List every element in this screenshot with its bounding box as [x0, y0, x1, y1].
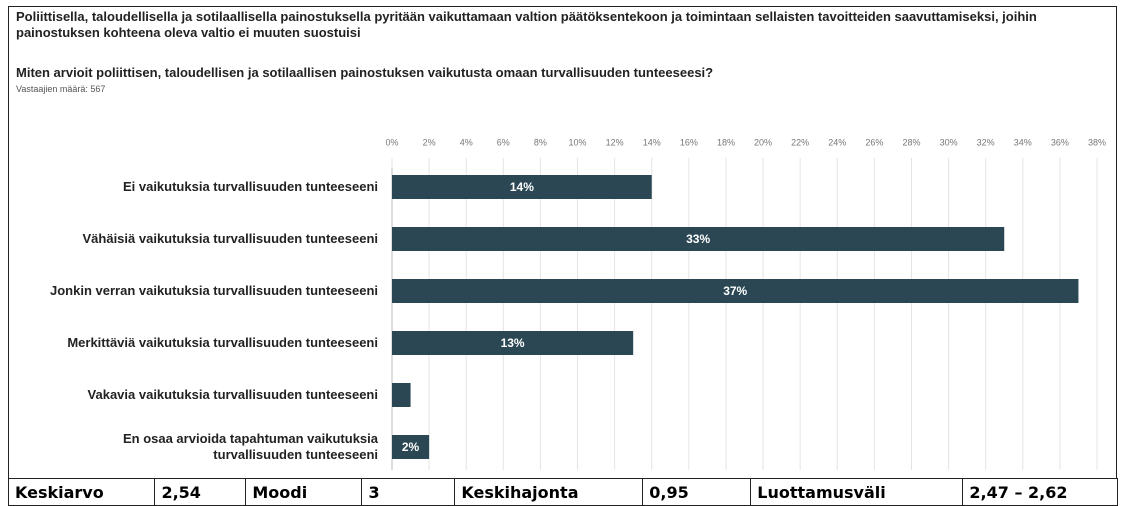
- category-label: Vakavia vaikutuksia turvallisuuden tunte…: [87, 387, 378, 402]
- x-tick-label: 4%: [460, 137, 473, 147]
- chart: 0% 2% 4% 6% 8% 10% 12% 14% 16% 18% 20% 22% 24% 26% 28%…: [385, 137, 1106, 470]
- bar: [392, 435, 430, 459]
- x-tick-label: 34%: [1014, 137, 1032, 147]
- x-tick-label: 24%: [828, 137, 846, 147]
- category-label: Ei vaikutuksia turvallisuuden tunteeseen…: [122, 179, 378, 194]
- respondent-count: Vastaajien määrä: 567: [16, 84, 106, 94]
- bar: [392, 331, 634, 355]
- x-tick-label: 8%: [534, 137, 547, 147]
- stats-row: Keskiarvo 2,54 Moodi 3 Keskihajonta 0,95 Luott…: [7, 478, 1118, 506]
- x-tick-label: 0%: [385, 137, 398, 147]
- x-tick-label: 20%: [754, 137, 772, 147]
- value-label: 33%: [686, 232, 710, 246]
- x-tick-label: 16%: [680, 137, 698, 147]
- category-label: En osaa arvioida tapahtuman vaikutuksia …: [122, 431, 378, 462]
- bar: [392, 227, 1005, 251]
- value-label: 2%: [402, 440, 420, 454]
- category-label: Merkittäviä vaikutuksia turvallisuuden t…: [67, 335, 378, 350]
- table-cell: 2,54: [154, 478, 247, 506]
- chart-frame: [8, 6, 1117, 478]
- table-cell: 2,47 – 2,62: [962, 478, 1118, 506]
- bar: [392, 279, 1079, 303]
- x-tick-label: 30%: [940, 137, 958, 147]
- table-cell: Keskiarvo: [7, 478, 156, 506]
- x-tick-label: 2%: [423, 137, 436, 147]
- x-tick-label: 28%: [902, 137, 920, 147]
- table-cell: 0,95: [642, 478, 752, 506]
- category-label: Vähäisiä vaikutuksia turvallisuuden tunt…: [82, 231, 379, 246]
- x-tick-label: 14%: [643, 137, 661, 147]
- table-cell: 3: [361, 478, 456, 506]
- x-tick-label: 32%: [977, 137, 995, 147]
- x-tick-label: 6%: [497, 137, 510, 147]
- value-label: 14%: [510, 180, 534, 194]
- bar: [392, 175, 652, 199]
- value-label: 13%: [501, 336, 525, 350]
- x-tick-label: 18%: [717, 137, 735, 147]
- table-cell: Keskihajonta: [454, 478, 644, 506]
- category-label: Jonkin verran vaikutuksia turvallisuuden…: [50, 283, 378, 298]
- x-tick-label: 36%: [1051, 137, 1069, 147]
- x-tick-label: 10%: [569, 137, 587, 147]
- chart-subtitle: Miten arvioit poliittisen, taloudellisen…: [16, 65, 714, 80]
- stats-table: Keskiarvo 2,54 Moodi 3 Keskihajonta 0,95 Luott…: [7, 478, 1118, 506]
- table-cell: Luottamusväli: [750, 478, 964, 506]
- table-cell: Moodi: [245, 478, 363, 506]
- value-label: 37%: [723, 284, 747, 298]
- chart-title: Poliittisella, taloudellisella ja sotila…: [16, 9, 1037, 40]
- x-tick-label: 22%: [791, 137, 809, 147]
- x-tick-label: 38%: [1088, 137, 1106, 147]
- bar: [392, 383, 411, 407]
- x-tick-label: 12%: [606, 137, 624, 147]
- x-tick-label: 26%: [865, 137, 883, 147]
